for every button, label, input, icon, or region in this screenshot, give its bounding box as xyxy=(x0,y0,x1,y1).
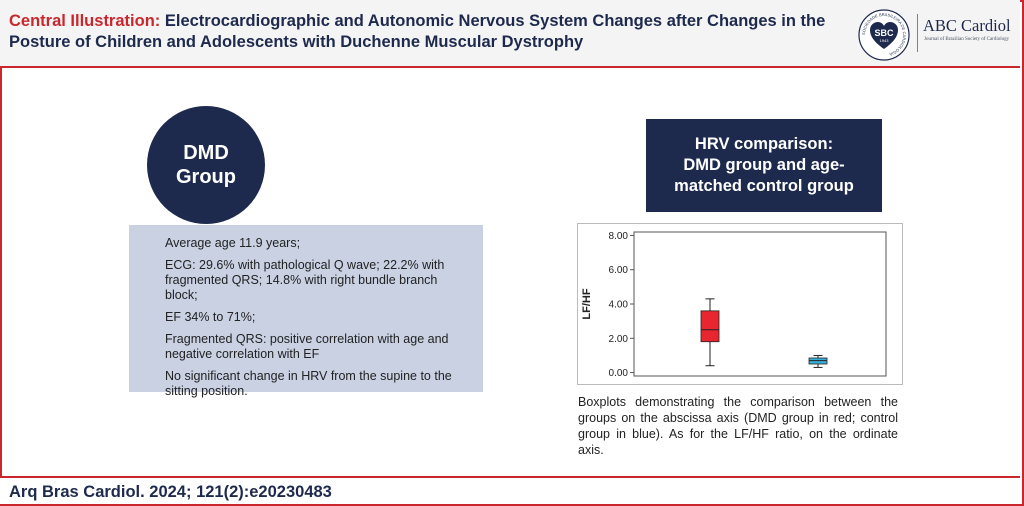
logo-divider xyxy=(917,14,918,52)
boxplot-chart: 8.00 6.00 4.00 2.00 0.00 LF/HF xyxy=(577,223,903,385)
journal-name: ABC Cardiol xyxy=(923,16,1011,35)
chart-caption: Boxplots demonstrating the comparison be… xyxy=(578,395,898,457)
journal-subtitle: Journal of Brazilian Society of Cardiolo… xyxy=(924,37,1010,42)
hrv-heading-line1: HRV comparison: xyxy=(694,135,834,153)
boxplot-svg: 8.00 6.00 4.00 2.00 0.00 LF/HF xyxy=(581,231,887,379)
footer: Arq Bras Cardiol. 2024; 121(2):e20230483 xyxy=(0,476,1020,504)
dmd-findings-box: Average age 11.9 years; ECG: 29.6% with … xyxy=(129,225,483,398)
y-tick-label: 2.00 xyxy=(609,334,629,345)
citation: Arq Bras Cardiol. 2024; 121(2):e20230483 xyxy=(9,483,332,501)
box-iqr xyxy=(700,310,720,343)
y-tick-label: 8.00 xyxy=(609,231,629,242)
finding-item: No significant change in HRV from the su… xyxy=(165,369,452,398)
seal-year: 1943 xyxy=(880,38,890,43)
finding-item: Average age 11.9 years; xyxy=(165,236,301,250)
y-tick-label: 4.00 xyxy=(609,300,629,311)
dmd-circle-line1: DMD xyxy=(183,142,229,164)
finding-item: ECG: 29.6% with pathological Q wave; 22.… xyxy=(165,258,445,302)
seal-abbr: SBC xyxy=(874,28,894,38)
finding-item: Fragmented QRS: positive correlation wit… xyxy=(165,332,449,361)
dmd-group-circle: DMD Group xyxy=(147,106,265,224)
hrv-heading-box: HRV comparison: DMD group and age- match… xyxy=(646,119,882,212)
sbc-seal-logo: SOCIEDADE BRASILEIRA DE CARDIOLOGIA SBC … xyxy=(858,9,910,61)
hrv-heading-line2: DMD group and age- xyxy=(683,156,845,174)
header: Central Illustration: Electrocardiograph… xyxy=(0,0,1020,68)
dmd-circle-line2: Group xyxy=(176,166,236,188)
title-text: Electrocardiographic and Autonomic Nervo… xyxy=(9,12,826,51)
y-tick-label: 0.00 xyxy=(609,368,629,379)
plot-area xyxy=(633,231,887,377)
hrv-heading-line3: matched control group xyxy=(674,177,854,195)
page-title: Central Illustration: Electrocardiograph… xyxy=(9,11,839,53)
y-axis-label: LF/HF xyxy=(581,288,593,319)
finding-item: EF 34% to 71%; xyxy=(165,310,256,324)
y-tick-label: 6.00 xyxy=(609,265,629,276)
title-lead: Central Illustration: xyxy=(9,12,161,30)
